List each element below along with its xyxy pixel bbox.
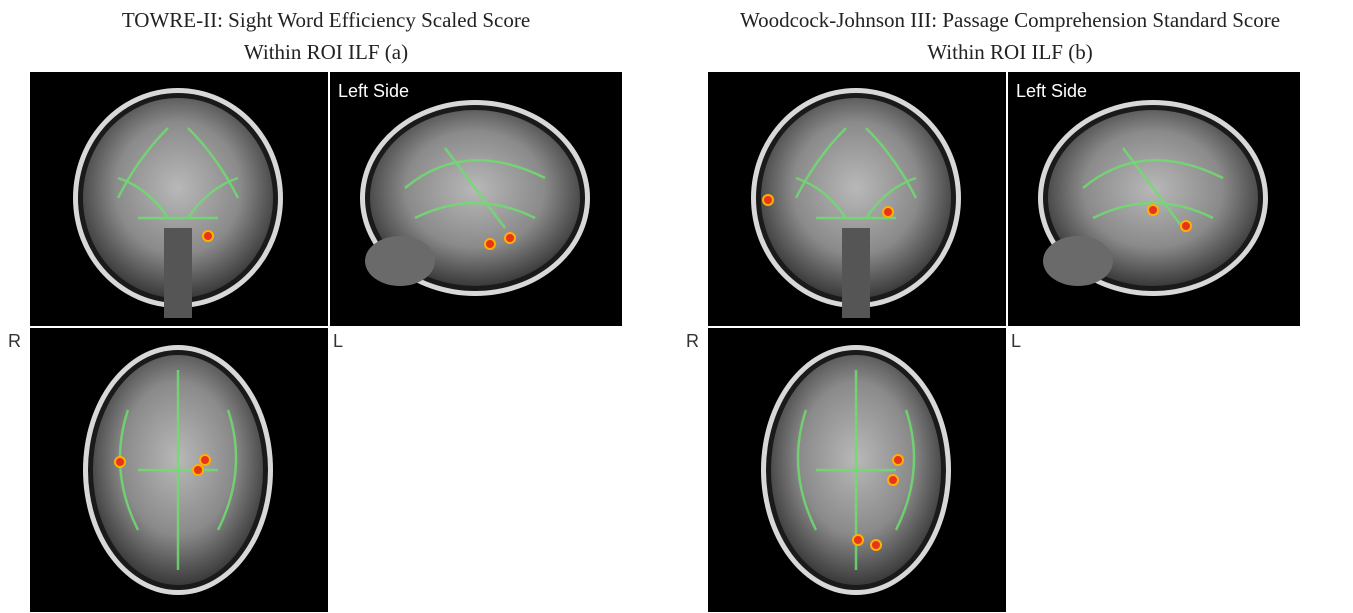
panel: Woodcock-Johnson III: Passage Comprehens… <box>686 8 1300 612</box>
panel-title: TOWRE-II: Sight Word Efficiency Scaled S… <box>122 8 530 32</box>
orientation-label: R <box>8 331 21 351</box>
activation <box>505 233 515 243</box>
orientation-label: L <box>1011 331 1021 351</box>
activation <box>200 455 210 465</box>
cerebellum <box>365 236 435 286</box>
activation <box>203 231 213 241</box>
activation <box>888 475 898 485</box>
activation <box>871 540 881 550</box>
panel: TOWRE-II: Sight Word Efficiency Scaled S… <box>8 8 622 612</box>
stem <box>842 228 870 318</box>
activation <box>485 239 495 249</box>
activation <box>1148 205 1158 215</box>
panel-title: Within ROI ILF (a) <box>244 40 408 64</box>
orientation-label: L <box>333 331 343 351</box>
activation <box>115 457 125 467</box>
activation <box>193 465 203 475</box>
figure: TOWRE-II: Sight Word Efficiency Scaled S… <box>0 0 1353 613</box>
activation <box>1181 221 1191 231</box>
cerebellum <box>1043 236 1113 286</box>
activation <box>763 195 773 205</box>
panel-title: Woodcock-Johnson III: Passage Comprehens… <box>740 8 1280 32</box>
orientation-label: R <box>686 331 699 351</box>
panel-title: Within ROI ILF (b) <box>927 40 1092 64</box>
activation <box>883 207 893 217</box>
stem <box>164 228 192 318</box>
view-label: Left Side <box>1016 81 1087 101</box>
activation <box>893 455 903 465</box>
activation <box>853 535 863 545</box>
view-label: Left Side <box>338 81 409 101</box>
